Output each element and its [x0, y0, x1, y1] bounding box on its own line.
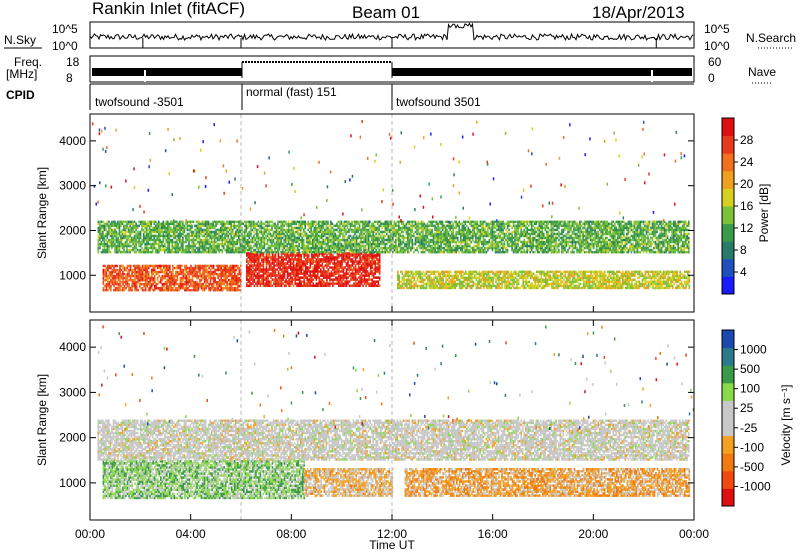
cpid-label: CPID: [6, 88, 35, 102]
nsky-trace: [89, 22, 694, 48]
colorbar-tick-label: 16: [740, 199, 754, 213]
colorbar-tick-label: 500: [740, 362, 760, 376]
y-tick-label: 2000: [59, 223, 86, 237]
station-title: Rankin Inlet (fitACF): [92, 0, 245, 18]
colorbar-swatch: [722, 453, 734, 472]
colorbar-swatch: [722, 135, 734, 154]
y-tick-label: 1000: [59, 268, 86, 282]
velocity-colorbar-title: Velocity [m s⁻¹]: [779, 384, 793, 465]
nsky-panel: N.Sky 10^5 10^0 10^5 10^0 N.Search: [4, 21, 796, 53]
heatmap-band-4: [97, 220, 690, 254]
nsky-tick-top: 10^5: [52, 22, 78, 36]
heatmap-band-1: [102, 460, 305, 500]
colorbar-swatch: [722, 330, 734, 349]
colorbar-tick-label: -100: [740, 440, 764, 454]
heatmap-band-3: [404, 468, 691, 497]
colorbar-tick-label: 12: [740, 221, 754, 235]
heatmap-band-3: [397, 270, 691, 290]
velocity-y-title: Slant Range [km]: [35, 374, 49, 466]
power-colorbar: 4 8 12 16 20 24 28: [721, 117, 754, 295]
y-tick-label: 2000: [59, 431, 86, 445]
nsky-tick-bottom: 10^0: [52, 39, 78, 53]
colorbar-tick-label: 100: [740, 382, 760, 396]
y-tick-label: 4000: [59, 134, 86, 148]
x-tick-label: 00:00: [679, 527, 709, 541]
colorbar-tick-label: 28: [740, 133, 754, 147]
colorbar-tick-label: 25: [740, 401, 754, 415]
colorbar-swatch: [722, 488, 734, 507]
freq-unit: [MHz]: [6, 67, 37, 81]
nsky-right-tick-bottom: 10^0: [704, 39, 730, 53]
velocity-y-axis: 1000 2000 3000 4000: [59, 340, 694, 490]
cpid-segment-2: normal (fast) 151: [246, 85, 337, 99]
x-tick-label: 00:00: [75, 527, 105, 541]
y-tick-label: 3000: [59, 179, 86, 193]
x-axis-title: Time UT: [369, 538, 415, 552]
heatmap-band-2: [303, 468, 394, 497]
date-title: 18/Apr/2013: [592, 3, 685, 22]
colorbar-swatch: [722, 276, 734, 295]
x-tick-label: 04:00: [176, 527, 206, 541]
freq-panel: Freq. [MHz] 18 8 60 0 Nave: [6, 55, 776, 85]
nsky-right-tick-top: 10^5: [704, 22, 730, 36]
colorbar-tick-label: -25: [740, 421, 758, 435]
cpid-segment-1: twofsound -3501: [95, 95, 184, 109]
colorbar-tick-label: -1000: [740, 479, 771, 493]
y-tick-label: 4000: [59, 340, 86, 354]
velocity-data: [97, 320, 695, 520]
velocity-panel: 1000 2000 3000 4000 Slant Range [km] 1000 50…: [35, 319, 793, 521]
colorbar-tick-label: 1000: [740, 343, 767, 357]
power-colorbar-title: Power [dB]: [757, 184, 771, 243]
colorbar-swatch: [722, 435, 734, 454]
cpid-segment-3: twofsound 3501: [396, 95, 481, 109]
x-tick-label: 12:00: [377, 527, 407, 541]
y-tick-label: 3000: [59, 385, 86, 399]
x-tick-label: 08:00: [276, 527, 306, 541]
colorbar-swatch: [722, 118, 734, 137]
colorbar-tick-label: 8: [740, 243, 747, 257]
freq-tick-bottom: 8: [66, 71, 73, 85]
nave-tick-top: 60: [708, 55, 722, 69]
power-y-axis: 1000 2000 3000 4000: [59, 134, 694, 282]
x-tick-label: 16:00: [478, 527, 508, 541]
colorbar-swatch: [722, 382, 734, 401]
nsearch-label: N.Search: [746, 31, 796, 45]
freq-tick-top: 18: [66, 55, 80, 69]
nave-label: Nave: [748, 65, 776, 79]
colorbar-swatch: [722, 400, 734, 419]
colorbar-swatch: [722, 241, 734, 260]
heatmap-band-1: [102, 264, 242, 292]
nave-tick-bottom: 0: [708, 71, 715, 85]
power-data: [91, 114, 691, 312]
colorbar-swatch: [722, 258, 734, 277]
colorbar-swatch: [722, 365, 734, 384]
beam-title: Beam 01: [352, 3, 420, 22]
nsky-label: N.Sky: [4, 33, 36, 47]
freq-label: Freq.: [14, 55, 42, 69]
power-panel: 1000 2000 3000 4000 Slant Range [km] 4 8 12 16…: [35, 113, 771, 313]
colorbar-swatch: [722, 170, 734, 189]
y-tick-label: 1000: [59, 476, 86, 490]
power-y-title: Slant Range [km]: [35, 167, 49, 259]
colorbar-swatch: [722, 418, 734, 437]
heatmap-band-2: [246, 252, 381, 287]
x-tick-label: 20:00: [578, 527, 608, 541]
colorbar-tick-label: 20: [740, 177, 754, 191]
x-axis: 00:00 04:00 08:00 12:00 16:00 20:00 00:00: [75, 306, 709, 541]
colorbar-tick-label: 4: [740, 265, 747, 279]
colorbar-swatch: [722, 188, 734, 207]
colorbar-swatch: [722, 206, 734, 225]
colorbar-swatch: [722, 470, 734, 489]
colorbar-tick-label: 24: [740, 155, 754, 169]
velocity-colorbar: 1000 500 100 25 -25 -100 -500 -1000: [721, 329, 771, 507]
heatmap-band-4: [97, 419, 690, 461]
colorbar-swatch: [722, 223, 734, 242]
colorbar-tick-label: -500: [740, 460, 764, 474]
colorbar-swatch: [722, 347, 734, 366]
cpid-row: CPID twofsound -3501 normal (fast) 151 t…: [6, 83, 694, 110]
colorbar-swatch: [722, 153, 734, 172]
